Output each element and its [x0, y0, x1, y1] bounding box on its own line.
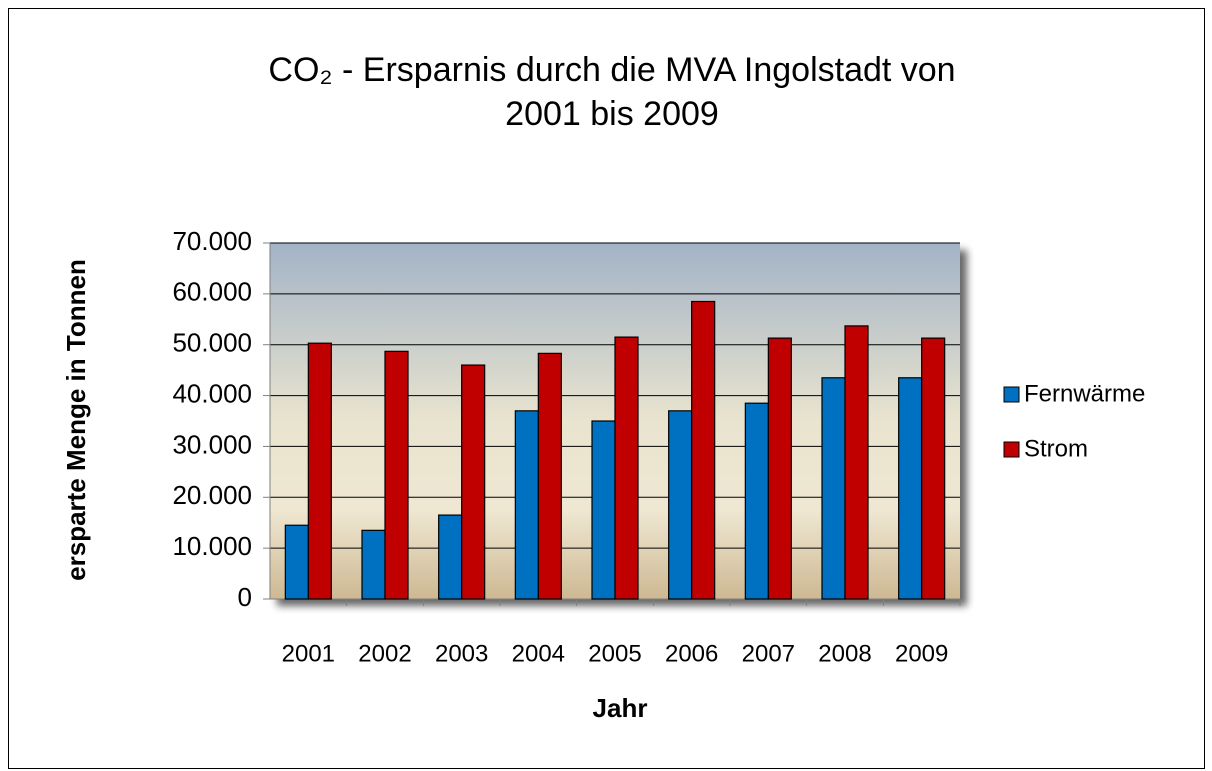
- y-axis-label: ersparte Menge in Tonnen: [61, 259, 91, 581]
- bar: [514, 410, 539, 600]
- x-tick-label: 2005: [588, 640, 641, 667]
- bar: [384, 350, 409, 600]
- bar: [591, 420, 616, 600]
- bar: [361, 529, 386, 600]
- bar: [744, 402, 769, 600]
- legend-swatch: [1003, 386, 1020, 403]
- bar: [284, 524, 309, 600]
- x-axis-label: Jahr: [593, 693, 648, 723]
- bar: [438, 514, 463, 600]
- x-tick-label: 2001: [282, 640, 335, 667]
- y-tick-label: 10.000: [172, 531, 252, 561]
- bar: [844, 325, 869, 600]
- bar: [821, 377, 846, 600]
- y-tick-label: 50.000: [172, 328, 252, 358]
- legend-swatch: [1003, 441, 1020, 458]
- x-tick-label: 2006: [665, 640, 718, 667]
- bar: [668, 410, 693, 600]
- y-tick-label: 60.000: [172, 277, 252, 307]
- bar: [898, 377, 923, 600]
- bar: [307, 342, 332, 600]
- x-tick-label: 2003: [435, 640, 488, 667]
- chart-title: CO₂ - Ersparnis durch die MVA Ingolstadt…: [268, 51, 955, 89]
- x-tick-label: 2008: [818, 640, 871, 667]
- x-tick-label: 2007: [742, 640, 795, 667]
- x-tick-label: 2002: [358, 640, 411, 667]
- y-tick-label: 0: [238, 582, 252, 612]
- bar: [767, 337, 792, 600]
- y-tick-label: 70.000: [172, 226, 252, 256]
- bar: [921, 337, 946, 600]
- y-tick-label: 30.000: [172, 429, 252, 459]
- bar: [461, 364, 486, 600]
- bar: [537, 352, 562, 600]
- bar: [691, 300, 716, 600]
- y-tick-label: 40.000: [172, 378, 252, 408]
- x-tick-label: 2004: [512, 640, 565, 667]
- y-tick-label: 20.000: [172, 480, 252, 510]
- bar: [614, 336, 639, 600]
- legend-label: Fernwärme: [1024, 380, 1145, 407]
- chart-title: 2001 bis 2009: [505, 95, 719, 133]
- legend-label: Strom: [1024, 435, 1088, 462]
- x-tick-label: 2009: [895, 640, 948, 667]
